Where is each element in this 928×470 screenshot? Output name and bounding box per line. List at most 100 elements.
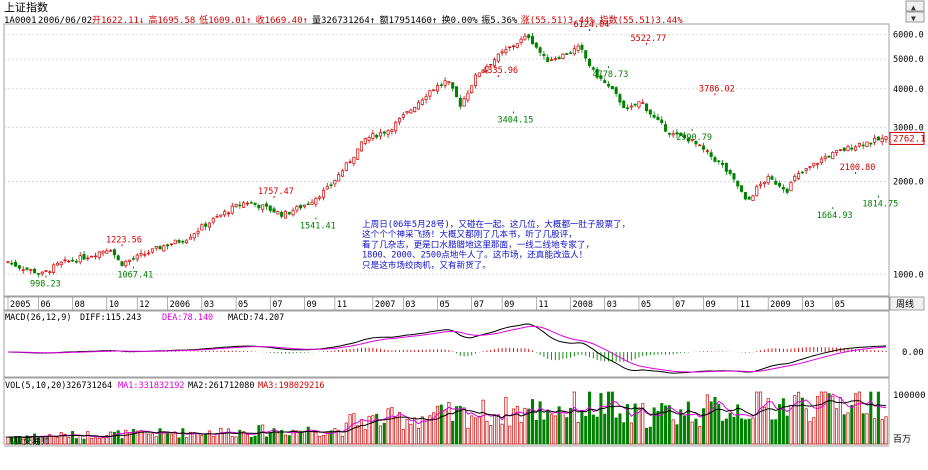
volume-top-label: 100000 [893,391,926,401]
date-label: 03 [204,300,214,310]
volume-bar [413,417,417,445]
candle-body [618,94,622,103]
volume-bar [394,417,398,445]
volume-bar [808,421,812,445]
candle-body [842,147,846,151]
candle-body [660,119,664,124]
candle-body [827,155,831,158]
price-annotation-label: 2990.79 [676,133,712,143]
price-annotation-label: 998.23 [30,280,61,290]
candle-body [74,261,78,263]
period-button[interactable]: 周线 [889,296,925,311]
volume-bar [48,434,52,445]
price-tick-label: 1000.0 [893,270,924,280]
volume-bar [519,421,523,445]
candle-body [671,133,675,136]
volume-bar [835,408,839,445]
volume-bar [827,393,831,445]
date-label: 08 [75,300,85,310]
volume-bar [755,391,759,445]
volume-bar [105,434,109,445]
candle-body [238,204,242,207]
candle-body [633,103,637,106]
candle-body [158,246,162,250]
volume-bar [831,396,835,445]
volume-bar [724,418,728,445]
candle-body [257,205,261,209]
volume-bar [546,409,550,445]
candle-body [14,261,18,267]
macd-panel [3,310,890,378]
candle-body [538,47,542,53]
volume-bar [67,437,71,445]
volume-ma3-label: MA3:198029216 [258,381,325,391]
volume-bar [299,430,303,445]
price-tick-label: 6000.0 [893,31,924,41]
volume-bar [489,425,493,445]
volume-bar [857,391,861,445]
candle-body [781,187,785,190]
macd-histogram [11,347,887,362]
candle-body [276,211,280,215]
candle-body [519,38,523,43]
candle-body [44,270,48,272]
candle-body [603,80,607,84]
candle-body [785,188,789,193]
candle-body [694,140,698,145]
volume-bar [329,430,333,445]
candle-body [800,171,804,174]
volume-bar [276,432,280,445]
volume-bar [359,419,364,445]
candle-body [546,57,550,63]
current-price: 2762.1 [893,134,926,144]
volume-bar [591,414,595,445]
candle-body [348,161,352,163]
candle-body [173,239,177,245]
price-annotation-label: 6124.04 [574,20,610,30]
candle-body [135,254,139,260]
volume-bar [485,420,489,445]
volume-bar [344,422,348,445]
scroll-down-button[interactable]: ▼ [905,11,925,23]
volume-bar [561,411,565,445]
date-label: 03 [607,300,617,310]
candle-body [131,258,135,260]
volume-bar [648,426,652,445]
candle-body [857,142,861,147]
price-tick-label: 4000.0 [893,85,924,95]
candle-body [196,230,200,234]
volume-bar [626,404,630,445]
volume-bar [439,404,443,445]
volume-bar [238,429,242,445]
volume-bar [542,419,546,445]
volume-bars [6,391,888,445]
volume-bar [356,425,360,445]
candle-body [599,75,603,79]
volume-bar [147,433,151,445]
candle-body [683,134,687,139]
volume-bar [63,433,67,445]
candle-body [321,189,326,198]
volume-bar [477,415,481,445]
price-annotation-label: 5522.77 [631,34,667,44]
volume-bar [264,436,268,445]
volume-bar [59,432,63,445]
volume-bar [25,435,29,445]
candle-body [717,160,721,163]
volume-bar [143,431,147,445]
volume-bar [135,430,139,445]
volume-bar [523,407,527,445]
date-label: 07 [272,300,282,310]
volume-bar [603,413,607,445]
macd-zero-label: 0.00 [902,348,924,358]
candle-body [530,36,535,44]
volume-bar [675,424,679,445]
candle-body [797,173,801,179]
candle-body [804,168,808,172]
candle-body [234,204,238,208]
candle-body [378,132,383,137]
candle-body [40,271,44,275]
candle-body [553,58,557,60]
scroll-up-button[interactable]: ▲ [905,0,925,12]
